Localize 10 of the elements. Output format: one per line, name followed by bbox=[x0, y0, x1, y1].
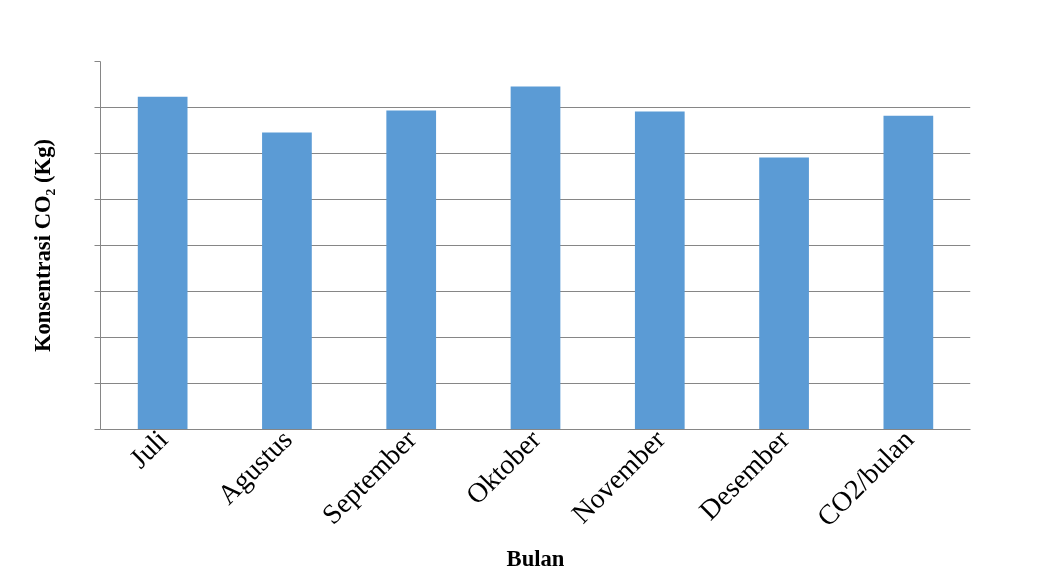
bar bbox=[262, 132, 312, 430]
x-tick-label: Juli bbox=[123, 423, 174, 475]
bar bbox=[510, 86, 561, 430]
y-axis-title: Konsentrasi CO₂ (Kg) bbox=[29, 138, 55, 353]
x-axis-title: Bulan bbox=[506, 546, 565, 572]
bar bbox=[883, 115, 934, 430]
bar bbox=[759, 157, 809, 430]
bar bbox=[634, 111, 685, 430]
bar bbox=[137, 96, 188, 430]
bar bbox=[386, 110, 437, 430]
